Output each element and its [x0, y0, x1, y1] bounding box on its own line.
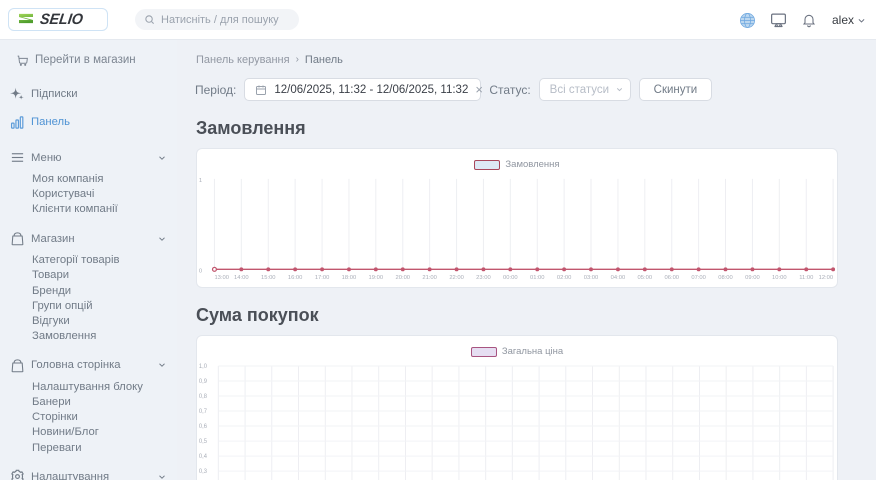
svg-text:11:00: 11:00	[799, 275, 814, 281]
svg-text:04:00: 04:00	[611, 275, 626, 281]
svg-text:15:00: 15:00	[261, 275, 276, 281]
svg-text:22:00: 22:00	[449, 275, 464, 281]
svg-text:17:00: 17:00	[315, 275, 330, 281]
svg-text:18:00: 18:00	[342, 275, 357, 281]
svg-text:01:00: 01:00	[530, 275, 545, 281]
svg-text:06:00: 06:00	[664, 275, 679, 281]
svg-text:1,0: 1,0	[199, 364, 208, 370]
svg-text:1: 1	[199, 178, 202, 184]
svg-text:13:00: 13:00	[214, 275, 229, 281]
svg-text:08:00: 08:00	[718, 275, 733, 281]
svg-text:02:00: 02:00	[557, 275, 572, 281]
svg-text:0,3: 0,3	[199, 469, 207, 475]
svg-text:0,8: 0,8	[199, 394, 207, 400]
svg-text:05:00: 05:00	[638, 275, 653, 281]
svg-text:10:00: 10:00	[772, 275, 787, 281]
svg-text:0,6: 0,6	[199, 424, 207, 430]
svg-text:00:00: 00:00	[503, 275, 518, 281]
svg-text:0,4: 0,4	[199, 454, 208, 460]
svg-text:0,5: 0,5	[199, 439, 208, 445]
svg-text:19:00: 19:00	[369, 275, 384, 281]
svg-text:09:00: 09:00	[745, 275, 760, 281]
svg-text:21:00: 21:00	[422, 275, 437, 281]
svg-text:0,7: 0,7	[199, 409, 207, 415]
svg-text:0,9: 0,9	[199, 379, 207, 385]
svg-text:12:00: 12:00	[819, 275, 834, 281]
svg-text:23:00: 23:00	[476, 275, 491, 281]
svg-text:14:00: 14:00	[234, 275, 249, 281]
svg-text:03:00: 03:00	[584, 275, 599, 281]
svg-text:07:00: 07:00	[691, 275, 706, 281]
svg-text:20:00: 20:00	[396, 275, 411, 281]
svg-text:16:00: 16:00	[288, 275, 303, 281]
svg-text:0: 0	[199, 268, 203, 274]
